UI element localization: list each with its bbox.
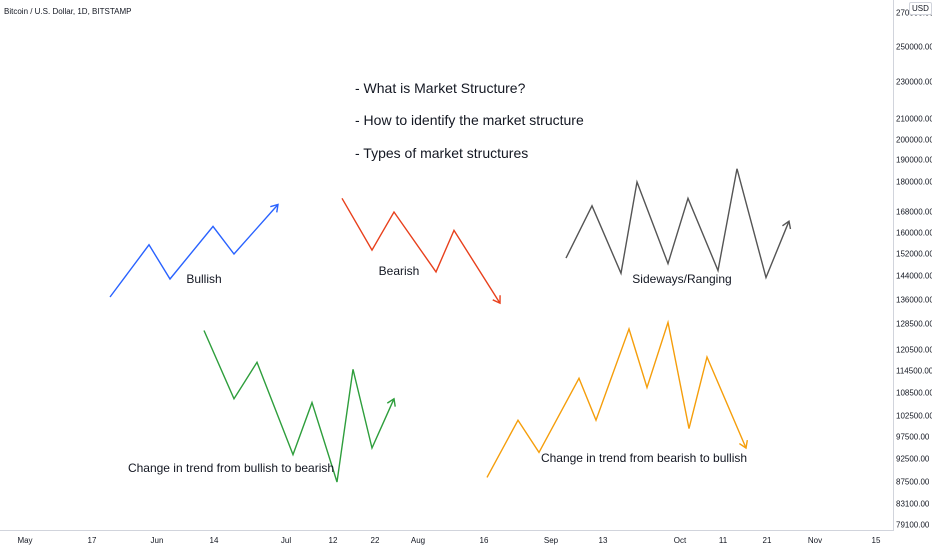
structure-line-bullish-to-bearish[interactable] <box>203 330 395 483</box>
structure-line-bearish[interactable] <box>341 197 501 304</box>
label-bullish: Bullish <box>186 272 222 286</box>
time-tick: 14 <box>209 536 219 545</box>
symbol-label: Bitcoin / U.S. Dollar, 1D, BITSTAMP <box>4 7 132 16</box>
price-tick: 120500.00 <box>896 345 932 355</box>
arrowhead-bullish <box>270 203 279 213</box>
time-tick: 15 <box>871 536 881 545</box>
time-tick: May <box>17 536 33 545</box>
price-tick: 152000.00 <box>896 249 932 259</box>
price-tick: 83100.00 <box>896 499 930 509</box>
time-tick: 11 <box>718 536 728 545</box>
chart-area[interactable] <box>0 0 894 531</box>
time-tick: 12 <box>328 536 338 545</box>
time-tick: Jun <box>150 536 164 545</box>
structure-line-bullish[interactable] <box>109 204 279 298</box>
price-tick: 230000.00 <box>896 77 932 87</box>
price-tick: 210000.00 <box>896 114 932 124</box>
time-tick: Sep <box>543 536 559 545</box>
label-bearish: Bearish <box>378 264 420 278</box>
time-tick: Jul <box>280 536 292 545</box>
arrowhead-sideways <box>782 219 792 230</box>
label-bullish-to-bearish: Change in trend from bullish to bearish <box>127 461 335 475</box>
price-tick: 250000.00 <box>896 42 932 52</box>
price-tick: 190000.00 <box>896 155 932 165</box>
time-tick: 21 <box>762 536 772 545</box>
headline-bullet: - How to identify the market structure <box>355 112 584 128</box>
arrowhead-bearish-to-bullish <box>738 439 749 450</box>
price-tick: 160000.00 <box>896 228 932 238</box>
arrowhead-bullish-to-bearish <box>386 397 396 407</box>
label-bearish-to-bullish: Change in trend from bearish to bullish <box>540 451 748 465</box>
price-tick: 144000.00 <box>896 271 932 281</box>
time-tick: 13 <box>598 536 608 545</box>
price-tick: 128500.00 <box>896 319 932 329</box>
price-tick: 200000.00 <box>896 135 932 145</box>
drawings-layer <box>109 168 792 483</box>
price-tick: 87500.00 <box>896 477 930 487</box>
time-tick: Oct <box>673 536 687 545</box>
price-tick: 79100.00 <box>896 520 930 530</box>
price-tick: 102500.00 <box>896 411 932 421</box>
price-tick: 136000.00 <box>896 295 932 305</box>
time-tick: 16 <box>479 536 489 545</box>
headline-bullet: - Types of market structures <box>355 145 529 161</box>
price-tick: 168000.00 <box>896 207 932 217</box>
headline-bullet: - What is Market Structure? <box>355 80 526 96</box>
structure-line-bearish-to-bullish[interactable] <box>486 319 747 478</box>
price-tick: 97500.00 <box>896 432 930 442</box>
price-tick: 108500.00 <box>896 388 932 398</box>
structure-line-sideways[interactable] <box>565 168 790 280</box>
time-axis[interactable]: May 17 Jun 14 Jul 12 22 Aug 16 Sep 13 Oc… <box>0 531 893 550</box>
label-sideways-ranging: Sideways/Ranging <box>632 272 732 286</box>
time-tick: 22 <box>370 536 380 545</box>
price-tick: 180000.00 <box>896 177 932 187</box>
price-axis[interactable]: 270000.00 250000.00 230000.00 210000.00 … <box>894 0 932 530</box>
arrowhead-bearish <box>492 295 501 305</box>
currency-badge[interactable]: USD <box>909 2 932 15</box>
time-tick: Nov <box>807 536 823 545</box>
price-tick: 92500.00 <box>896 454 930 464</box>
time-tick: Aug <box>410 536 426 545</box>
time-tick: 17 <box>87 536 97 545</box>
price-tick: 114500.00 <box>896 366 932 376</box>
